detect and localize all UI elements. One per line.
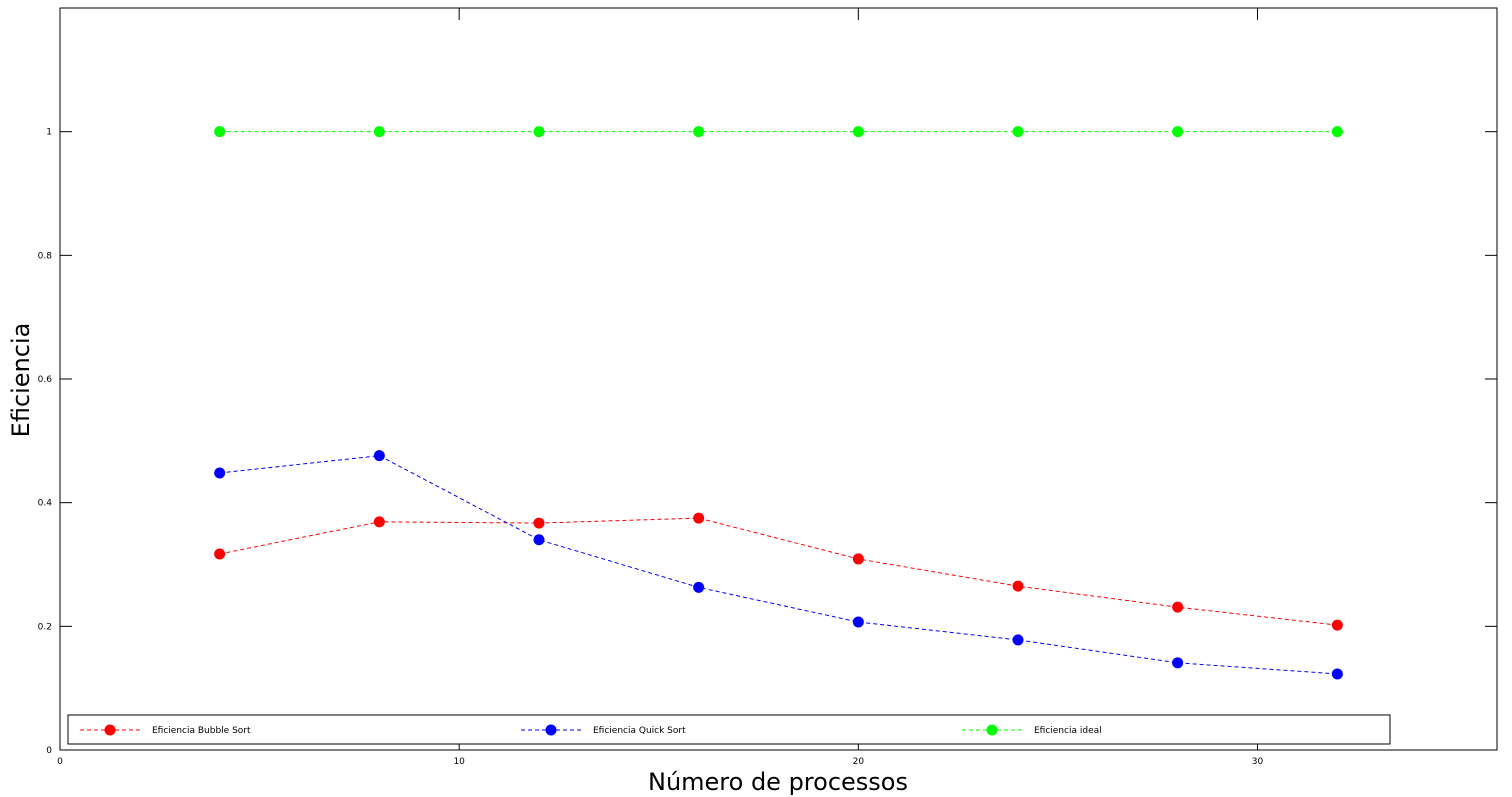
data-point: [693, 126, 705, 138]
x-tick-label: 30: [1252, 757, 1264, 767]
series-line: [219, 517, 1338, 626]
data-point: [1331, 619, 1343, 631]
series-layer: [214, 126, 1343, 680]
data-point: [852, 126, 864, 138]
x-tick-label: 0: [57, 757, 63, 767]
data-point: [1331, 126, 1343, 138]
series-1: [214, 450, 1343, 680]
data-point: [693, 581, 705, 593]
x-axis-title: Número de processos: [648, 768, 908, 796]
data-point: [214, 467, 226, 479]
legend-box: [67, 714, 1391, 745]
y-tick-label: 0.6: [38, 375, 53, 385]
legend-entry: Eficiencia Bubble Sort: [80, 724, 251, 736]
legend-entry: Eficiencia ideal: [962, 724, 1102, 736]
data-point: [1012, 126, 1024, 138]
legend: Eficiencia Bubble Sort Eficiencia Quick S…: [67, 714, 1391, 745]
y-tick-label: 0.4: [38, 499, 53, 509]
data-point: [533, 126, 545, 138]
data-point: [1012, 634, 1024, 646]
ticks-layer: 0 10 20 30 0 0.2 0.4 0.6 0.8 1: [38, 8, 1497, 767]
y-tick-label: 1: [46, 128, 52, 138]
legend-label: Eficiencia Bubble Sort: [152, 726, 251, 736]
y-tick-label: 0.8: [38, 251, 53, 261]
data-point: [533, 534, 545, 546]
data-point: [852, 553, 864, 565]
data-point: [373, 126, 385, 138]
legend-label: Eficiencia Quick Sort: [593, 726, 686, 736]
data-point: [1172, 657, 1184, 669]
legend-marker: [986, 724, 998, 736]
legend-label: Eficiencia ideal: [1034, 726, 1102, 736]
data-point: [693, 512, 705, 524]
legend-entry: Eficiencia Quick Sort: [521, 724, 686, 736]
data-point: [214, 548, 226, 560]
y-tick-label: 0: [46, 746, 52, 756]
x-tick-label: 10: [453, 757, 465, 767]
data-point: [373, 516, 385, 528]
data-point: [1012, 580, 1024, 592]
data-point: [533, 517, 545, 529]
x-tick-label: 20: [853, 757, 865, 767]
data-point: [1331, 668, 1343, 680]
y-axis-title: Eficiencia: [7, 323, 35, 438]
y-tick-label: 0.2: [38, 622, 52, 632]
legend-marker: [104, 724, 116, 736]
data-point: [1172, 601, 1184, 613]
series-2: [214, 126, 1343, 138]
data-point: [214, 126, 226, 138]
data-point: [852, 616, 864, 628]
plot-frame: [59, 7, 1498, 751]
legend-marker: [545, 724, 557, 736]
series-line: [219, 455, 1338, 675]
data-point: [1172, 126, 1184, 138]
data-point: [373, 450, 385, 462]
series-0: [214, 512, 1343, 631]
